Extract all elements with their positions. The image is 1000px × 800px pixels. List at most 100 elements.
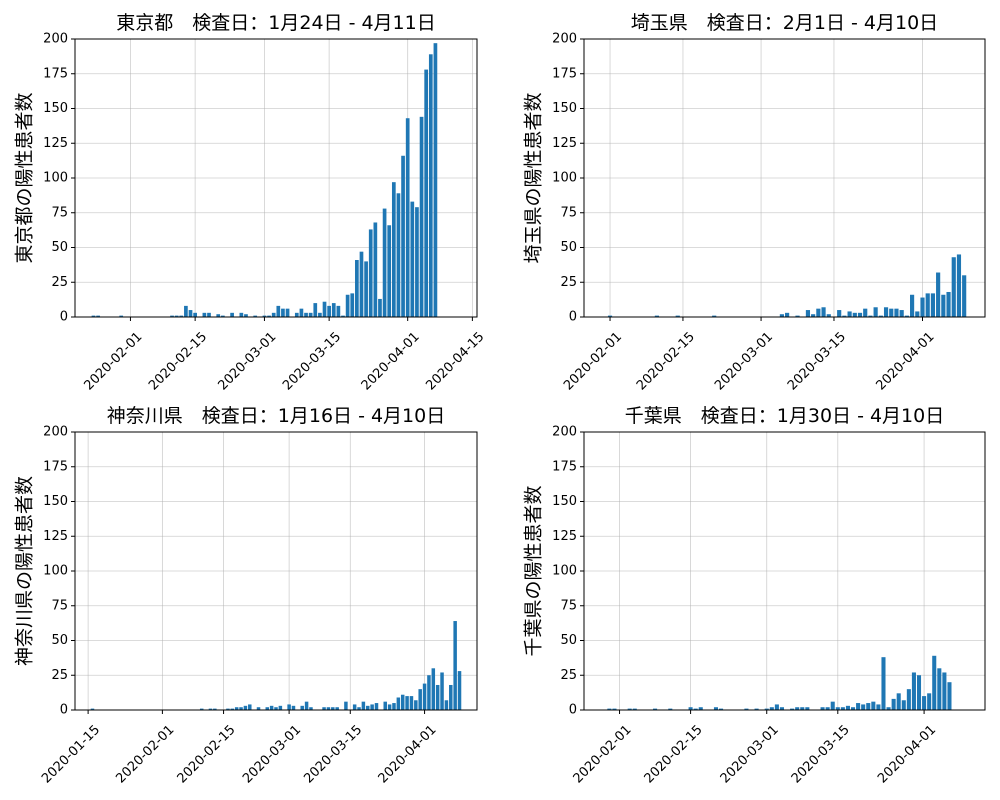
panel-tokyo-bar xyxy=(253,315,258,317)
panel-chiba-bar xyxy=(937,668,942,710)
panel-chiba-bar xyxy=(769,707,774,710)
panel-chiba-ytick-label: 25 xyxy=(560,668,577,683)
panel-chiba-bar xyxy=(891,698,896,710)
panel-chiba-bar xyxy=(612,708,617,710)
panel-saitama-bar xyxy=(889,308,894,317)
panel-tokyo-ytick-label: 50 xyxy=(51,240,68,255)
panel-chiba-bar xyxy=(607,708,612,710)
panel-saitama-bar xyxy=(930,293,936,317)
panel-kanagawa-bar xyxy=(326,707,331,710)
panel-saitama-bar xyxy=(857,312,863,317)
panel-saitama-ytick-label: 75 xyxy=(560,205,577,220)
panel-chiba-bar xyxy=(800,707,805,710)
panel-kanagawa-xtick-label: 2020-03-01 xyxy=(240,722,304,786)
panel-chiba-bar xyxy=(850,707,856,710)
panel-saitama-bar xyxy=(962,275,967,317)
panel-tokyo-bar xyxy=(359,251,364,317)
panel-kanagawa-bar xyxy=(248,704,252,710)
panel-tokyo-bar xyxy=(373,222,378,317)
panel-kanagawa-bar xyxy=(383,701,387,710)
panel-tokyo-bar xyxy=(322,301,327,317)
panel-tokyo-bar xyxy=(355,260,359,317)
panel-tokyo-bar xyxy=(419,116,424,317)
panel-kanagawa-bar xyxy=(400,694,405,710)
panel-saitama-ytick-label: 150 xyxy=(552,101,577,116)
panel-kanagawa-bar xyxy=(269,705,274,710)
panel-kanagawa-bar xyxy=(366,705,370,710)
panel-tokyo-bar xyxy=(207,312,211,317)
panel-kanagawa-bar xyxy=(444,700,449,710)
panel-chiba-bar xyxy=(713,707,719,710)
panel-chiba-bar xyxy=(779,707,784,710)
panel-chiba-bar xyxy=(688,707,693,710)
panel-chiba-ytick-label: 200 xyxy=(552,425,577,440)
panel-kanagawa-bar xyxy=(335,707,339,710)
panel-saitama-ytick-label: 175 xyxy=(552,66,577,81)
panel-saitama-ytick-label: 125 xyxy=(552,136,577,151)
panel-tokyo-bar xyxy=(308,312,313,317)
panel-kanagawa-bar xyxy=(234,707,239,710)
panel-chiba-bar xyxy=(947,682,952,710)
panel-chiba-bar xyxy=(835,707,840,710)
panel-saitama-ytick-label: 25 xyxy=(560,275,577,290)
panel-saitama-bar xyxy=(816,308,821,317)
panel-saitama-bar xyxy=(941,294,946,317)
panel-tokyo-bar xyxy=(271,312,276,317)
panel-kanagawa-xtick-label: 2020-01-15 xyxy=(39,722,103,786)
panel-saitama-xtick-label: 2020-04-01 xyxy=(874,329,938,393)
panel-kanagawa-bar xyxy=(405,696,409,710)
panel-tokyo-bar xyxy=(304,312,308,317)
panel-kanagawa-bar xyxy=(449,684,453,710)
panel-saitama-ytick-label: 0 xyxy=(569,310,577,325)
panel-chiba-bar xyxy=(830,701,835,710)
panel-chiba-bar xyxy=(906,689,911,710)
panel-chiba-bar xyxy=(653,708,658,710)
panel-tokyo-bar xyxy=(331,303,336,317)
panel-chiba-ylabel: 千葉県の陽性患者数 xyxy=(523,485,545,656)
panel-tokyo-bar xyxy=(327,305,331,317)
panel-kanagawa-ytick-label: 150 xyxy=(43,494,68,509)
panel-saitama: 埼玉県 検査日：2月1日 - 4月10日 埼玉県の陽性患者数 0 25 50 75 10… xyxy=(523,12,986,393)
panel-kanagawa-bar xyxy=(361,701,366,710)
panel-chiba-bar xyxy=(627,708,632,710)
panel-tokyo-bars xyxy=(91,43,438,318)
panel-tokyo-ytick-label: 75 xyxy=(51,205,68,220)
panel-kanagawa-bar xyxy=(440,672,444,710)
panel-kanagawa-bar xyxy=(230,708,235,710)
panel-tokyo-xtick-label: 2020-02-15 xyxy=(146,329,210,393)
panel-kanagawa-bar xyxy=(265,707,270,710)
panel-chiba-bar xyxy=(840,707,845,710)
panel-chiba-bar xyxy=(719,708,724,710)
panel-kanagawa-bar xyxy=(304,701,309,710)
panel-tokyo-bar xyxy=(382,208,387,317)
panel-tokyo-bar xyxy=(336,305,341,317)
panel-kanagawa-bar xyxy=(418,689,422,710)
panel-kanagawa-bar xyxy=(396,697,401,710)
panel-chiba-xtick-label: 2020-04-01 xyxy=(875,722,939,786)
panel-chiba-xtick-label: 2020-02-15 xyxy=(642,722,706,786)
panel-saitama-frame xyxy=(583,38,986,318)
panel-tokyo-bar xyxy=(276,305,281,317)
panel-tokyo-bar xyxy=(368,229,373,317)
panel-tokyo-bar xyxy=(433,43,438,318)
panel-kanagawa-bar xyxy=(370,704,374,710)
panel-chiba-bar xyxy=(861,704,866,710)
panel-saitama-bar xyxy=(915,311,920,317)
panel-saitama-bar xyxy=(821,307,826,317)
panel-chiba-bar xyxy=(805,707,810,710)
panel-tokyo-bar xyxy=(391,182,396,317)
panel-kanagawa-ytick-label: 75 xyxy=(51,598,68,613)
panel-chiba-bar xyxy=(866,703,871,710)
panel-kanagawa-title: 神奈川県 検査日：1月16日 - 4月10日 xyxy=(107,405,445,427)
panel-saitama-grid xyxy=(584,38,985,318)
panel-tokyo-bar xyxy=(281,308,285,317)
panel-chiba-bar xyxy=(754,708,759,710)
panel-saitama-ytick-label: 50 xyxy=(560,240,577,255)
panel-chiba-bar xyxy=(764,708,769,710)
panel-tokyo-bar xyxy=(179,315,184,317)
panel-kanagawa-bar xyxy=(208,708,213,710)
panel-saitama-bar xyxy=(852,312,857,317)
panel-saitama-bar xyxy=(654,315,659,317)
panel-saitama-ytick-label: 200 xyxy=(552,32,577,47)
panel-chiba-ytick-label: 150 xyxy=(552,494,577,509)
